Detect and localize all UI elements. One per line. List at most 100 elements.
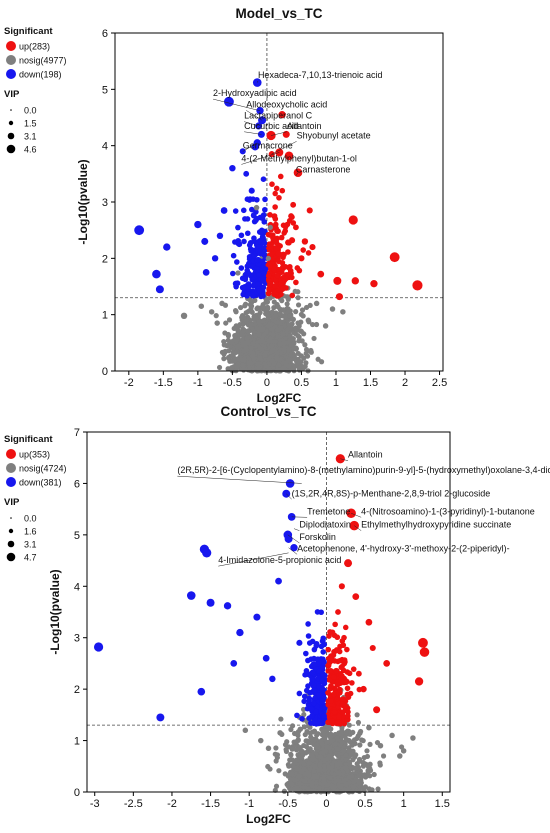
nosig-point	[246, 361, 251, 366]
down-point	[201, 238, 208, 245]
annotation-label: 4-Imidazolone-5-propionic acid	[218, 555, 341, 565]
down-point	[261, 176, 267, 182]
nosig-point	[347, 739, 352, 744]
nosig-point	[214, 313, 219, 318]
down-point	[257, 288, 263, 294]
down-point	[251, 235, 257, 241]
nosig-point	[321, 779, 326, 784]
up-point	[340, 701, 346, 707]
nosig-point	[381, 753, 386, 758]
x-axis-label: Log2FC	[257, 391, 302, 405]
nosig-point	[315, 774, 320, 779]
up-point	[331, 691, 337, 697]
nosig-point	[284, 749, 289, 754]
nosig-point	[282, 314, 287, 319]
up-point	[325, 647, 331, 653]
up-point	[298, 255, 304, 261]
nosig-point	[275, 327, 280, 332]
legend-item-label: nosig(4977)	[19, 56, 67, 66]
down-point	[241, 208, 247, 214]
up-point	[420, 647, 430, 657]
nosig-point	[226, 333, 231, 338]
legend-swatch-up	[6, 449, 16, 459]
nosig-point	[297, 781, 302, 786]
nosig-point	[235, 362, 240, 367]
vip-size-label: 0.0	[24, 514, 37, 524]
legend-swatch-nosig	[6, 55, 16, 65]
down-point	[202, 548, 211, 557]
nosig-point	[255, 305, 260, 310]
down-point	[134, 225, 144, 235]
up-point	[334, 634, 340, 640]
y-tick-label: 7	[74, 427, 80, 439]
up-point	[274, 186, 280, 192]
vip-size-swatch	[7, 553, 16, 562]
down-point	[156, 713, 164, 721]
y-tick-label: 5	[102, 84, 108, 96]
point-cloud	[214, 174, 325, 374]
down-point	[304, 688, 310, 694]
annotation-label: Lactapiperanol C	[244, 111, 313, 121]
up-point	[280, 286, 286, 292]
down-point	[306, 633, 312, 639]
down-point	[254, 216, 260, 222]
up-point	[331, 674, 337, 680]
nosig-point	[251, 356, 256, 361]
nosig-point	[301, 356, 306, 361]
nosig-point	[221, 356, 226, 361]
annotation-label: Hexadeca-7,10,13-trienoic acid	[258, 70, 383, 80]
up-point	[273, 239, 279, 245]
nosig-point	[217, 365, 222, 370]
down-point	[313, 643, 319, 649]
y-axis-label: -Log10(pvalue)	[48, 569, 62, 654]
up-point	[274, 273, 280, 279]
x-tick-label: 1.5	[435, 798, 450, 810]
nosig-point	[199, 303, 205, 309]
nosig-point	[315, 731, 320, 736]
nosig-point	[249, 322, 254, 327]
annotation-label: Tremetone	[307, 506, 350, 516]
down-point	[310, 670, 316, 676]
nosig-point	[280, 332, 285, 337]
nosig-point	[372, 772, 377, 777]
annotation-label: Allantoin	[287, 121, 322, 131]
up-point	[281, 275, 287, 281]
nosig-point	[352, 737, 357, 742]
down-point	[269, 676, 275, 682]
down-point	[297, 691, 303, 697]
nosig-point	[302, 342, 307, 347]
nosig-point	[288, 727, 293, 732]
up-point	[341, 635, 347, 641]
down-point	[236, 629, 243, 636]
nosig-point	[234, 349, 239, 354]
up-point	[338, 677, 344, 683]
nosig-point	[288, 308, 293, 313]
nosig-point	[357, 742, 362, 747]
up-point	[370, 645, 376, 651]
vip-size-label: 4.6	[24, 145, 37, 155]
nosig-point	[298, 328, 303, 333]
nosig-point	[352, 766, 357, 771]
nosig-point	[298, 755, 303, 760]
nosig-point	[278, 716, 283, 721]
up-point	[289, 293, 295, 299]
nosig-point	[286, 363, 291, 368]
nosig-point	[295, 295, 300, 300]
annotation-label: Allodeoxycholic acid	[246, 99, 327, 109]
nosig-point	[296, 302, 301, 307]
nosig-point	[240, 343, 245, 348]
up-point	[267, 232, 273, 238]
down-point	[315, 609, 321, 615]
nosig-point	[286, 744, 291, 749]
down-point	[260, 216, 266, 222]
nosig-point	[234, 324, 239, 329]
up-point	[276, 195, 282, 201]
annotation-label: Forskolin	[299, 532, 336, 542]
y-tick-label: 4	[102, 141, 108, 153]
nosig-point	[308, 746, 313, 751]
up-point	[328, 683, 334, 689]
nosig-point	[239, 315, 244, 320]
down-point	[309, 713, 315, 719]
nosig-point	[235, 270, 240, 275]
